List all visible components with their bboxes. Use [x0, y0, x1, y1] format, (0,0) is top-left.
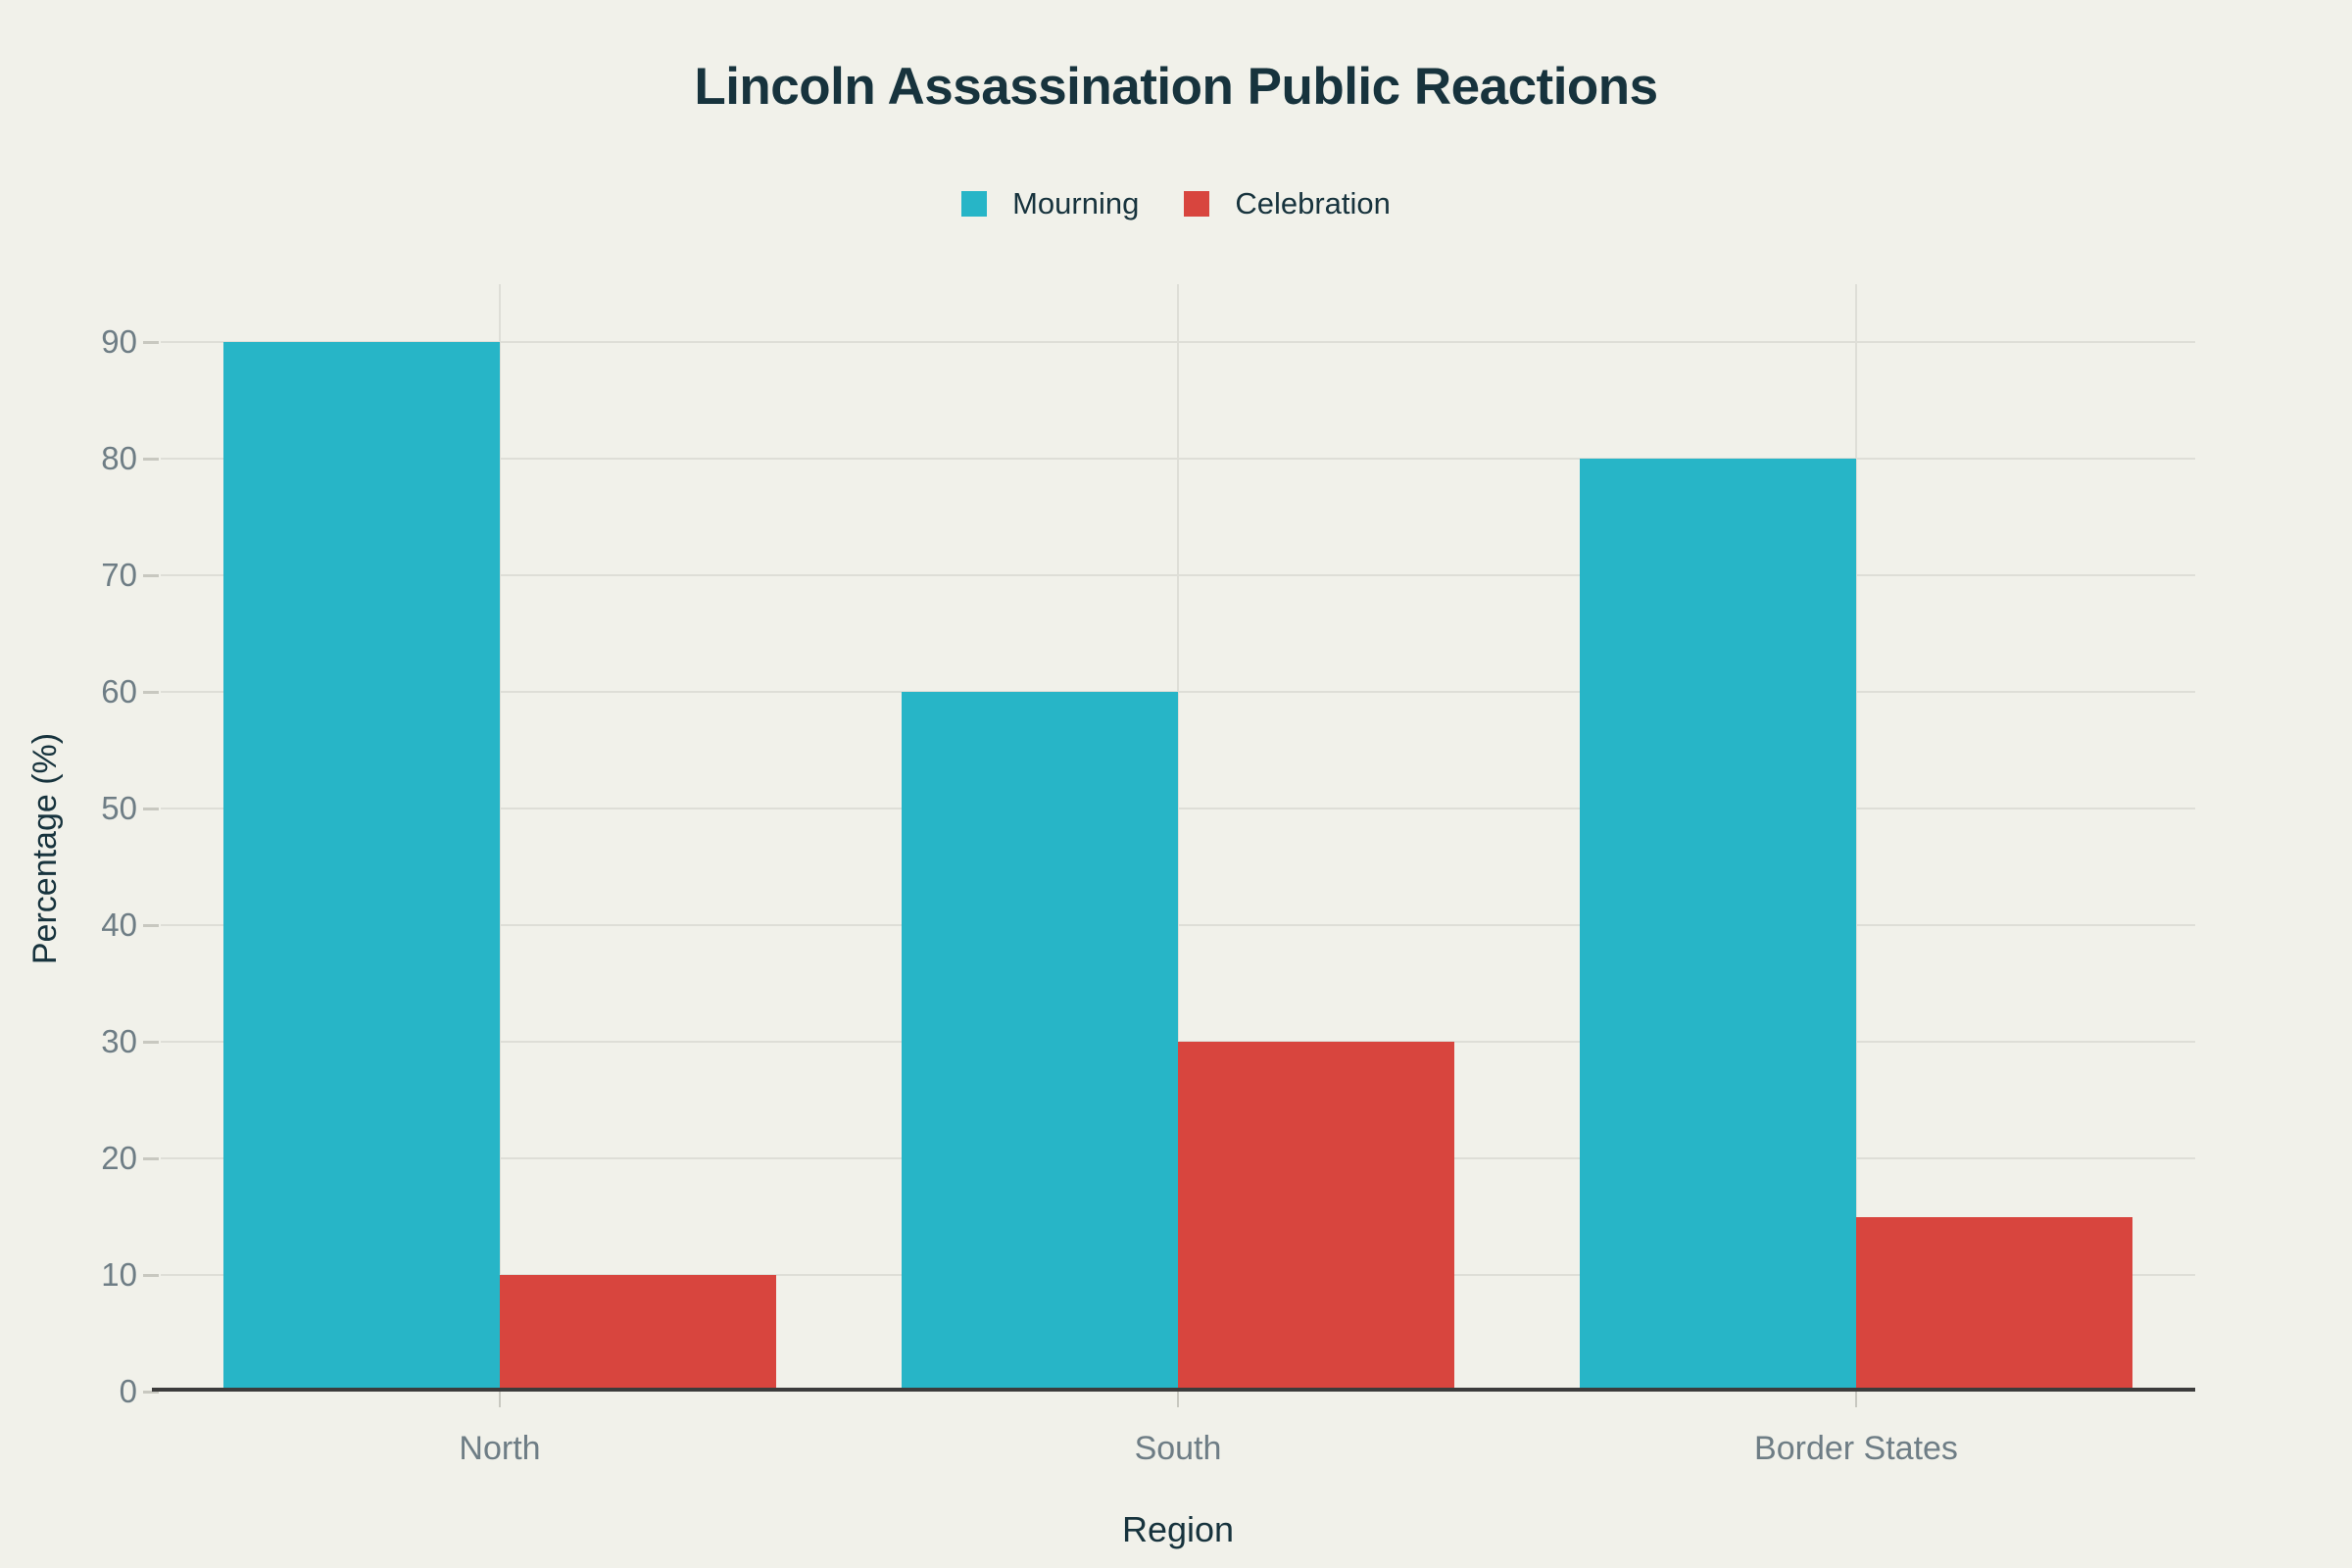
y-tick-label-30: 30 [101, 1023, 137, 1060]
x-tick-mark-north [499, 1392, 501, 1407]
x-tick-mark-south [1177, 1392, 1179, 1407]
legend-item-mourning[interactable]: Mourning [961, 186, 1139, 221]
y-tick-mark-90 [143, 340, 159, 344]
x-tick-label-south: South [1134, 1430, 1222, 1467]
x-tick-label-border-states: Border States [1754, 1430, 1958, 1467]
x-gridline-border-states [1855, 284, 1857, 1392]
bar-celebration-border-states [1856, 1216, 2132, 1392]
y-tick-mark-40 [143, 923, 159, 927]
bar-celebration-north [500, 1275, 776, 1392]
y-tick-label-20: 20 [101, 1140, 137, 1177]
y-tick-label-70: 70 [101, 557, 137, 594]
legend-swatch-mourning-icon [961, 191, 988, 217]
y-axis-title: Percentage (%) [26, 732, 64, 965]
x-gridline-north [499, 284, 501, 1392]
y-tick-mark-70 [143, 573, 159, 577]
y-tick-label-0: 0 [119, 1373, 137, 1409]
y-tick-label-60: 60 [101, 673, 137, 710]
legend-label-celebration: Celebration [1235, 186, 1391, 220]
x-axis-line [152, 1388, 2195, 1392]
y-tick-label-40: 40 [101, 906, 137, 944]
y-tick-mark-60 [143, 690, 159, 694]
y-tick-mark-0 [143, 1390, 159, 1394]
y-tick-label-90: 90 [101, 323, 137, 361]
x-axis-title: Region [1121, 1509, 1235, 1549]
y-tick-mark-80 [143, 457, 159, 461]
x-tick-mark-border-states [1855, 1392, 1857, 1407]
y-tick-label-50: 50 [101, 790, 137, 827]
legend-swatch-celebration-icon [1184, 191, 1210, 217]
bar-mourning-south [902, 692, 1178, 1392]
chart-title: Lincoln Assassination Public Reactions [694, 58, 1658, 116]
y-tick-mark-30 [143, 1040, 159, 1044]
y-tick-mark-10 [143, 1273, 159, 1277]
x-gridline-south [1177, 284, 1179, 1392]
bar-mourning-north [223, 342, 500, 1392]
legend-item-celebration[interactable]: Celebration [1184, 186, 1391, 221]
y-tick-label-80: 80 [101, 440, 137, 477]
y-tick-label-10: 10 [101, 1256, 137, 1294]
bar-celebration-south [1178, 1042, 1454, 1392]
y-tick-mark-50 [143, 807, 159, 810]
x-tick-label-north: North [459, 1430, 541, 1467]
legend: Mourning Celebration [0, 186, 2352, 221]
y-tick-mark-20 [143, 1156, 159, 1160]
bar-mourning-border-states [1580, 459, 1856, 1392]
legend-label-mourning: Mourning [1012, 186, 1140, 220]
